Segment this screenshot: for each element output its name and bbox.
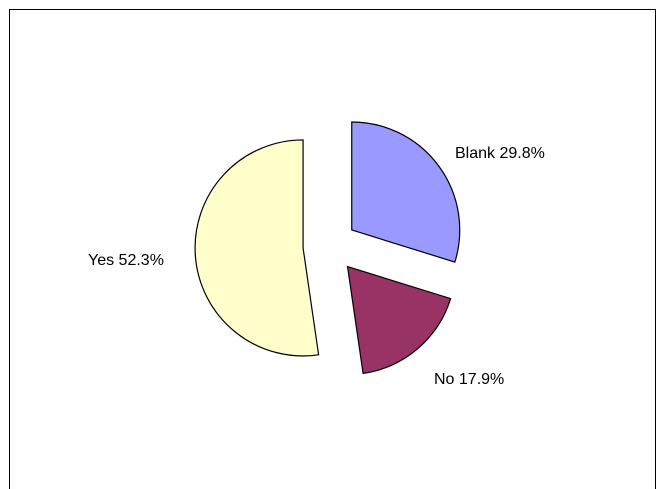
pie-slice-yes (194, 139, 320, 357)
pie-labels: Blank 29.8% No 17.9% Yes 52.3% (88, 145, 545, 388)
pie-slices (194, 121, 461, 375)
slice-label-yes: Yes 52.3% (88, 252, 164, 269)
slice-label-blank: Blank 29.8% (455, 145, 545, 162)
pie-slice-blank (351, 121, 461, 263)
chart-frame (9, 9, 656, 489)
pie-slice-no (346, 265, 452, 375)
slice-label-no: No 17.9% (434, 371, 504, 388)
